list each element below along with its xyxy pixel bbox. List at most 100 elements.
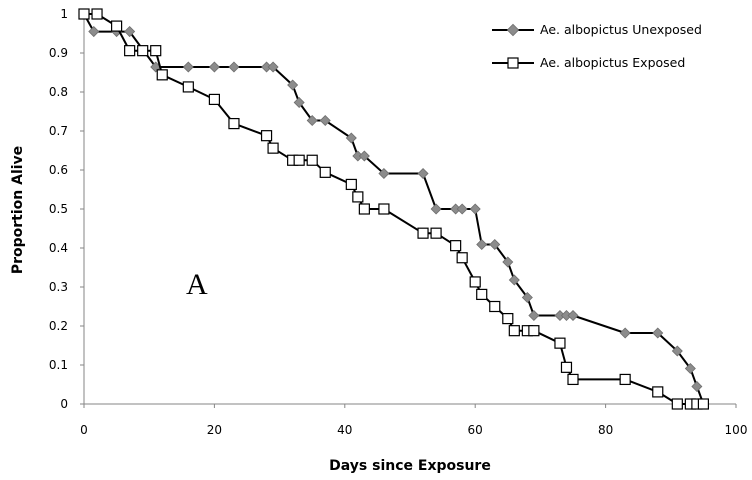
data-point-unexposed [267,61,279,73]
data-point-unexposed [319,114,331,126]
x-ticks: 0 20 40 60 80 100 [80,404,747,437]
y-axis-title: Proportion Alive [10,146,26,274]
data-point-exposed [260,130,273,142]
data-point-unexposed [417,167,429,180]
data-point-exposed [137,45,149,57]
x-tick-label: 100 [725,423,748,437]
data-point-unexposed [378,167,390,180]
legend-label-unexposed: Ae. albopictus Unexposed [540,22,702,37]
data-point-unexposed [293,97,305,109]
data-point-unexposed [691,380,703,392]
x-tick-label: 0 [80,423,88,437]
data-point-unexposed [560,309,572,321]
data-point-exposed [489,300,501,313]
data-point-exposed [567,373,579,386]
y-tick-label: 0.4 [49,241,68,255]
data-point-exposed [378,203,390,215]
legend: Ae. albopictus Unexposed Ae. albopictus … [492,22,702,70]
series-line-exposed [84,13,704,405]
x-tick-label: 40 [337,423,352,437]
panel-label: A [186,268,208,301]
data-point-unexposed [652,327,664,339]
y-tick-label: 1 [60,7,68,21]
data-point-unexposed [306,114,318,126]
data-point-exposed [78,8,90,20]
data-point-unexposed [671,345,683,357]
data-point-unexposed [287,79,299,91]
data-point-exposed [560,361,573,373]
data-point-unexposed [358,150,370,162]
data-point-unexposed [554,309,566,321]
data-point-exposed [417,227,429,239]
data-point-exposed [228,117,240,130]
series-layer [78,8,710,410]
data-point-exposed [306,154,318,166]
y-tick-label: 0.9 [49,46,68,60]
data-point-exposed [91,8,103,20]
data-point-exposed [697,398,710,410]
data-point-unexposed [450,203,462,215]
data-point-exposed [293,154,305,166]
data-point-exposed [456,252,468,264]
x-axis-title: Days since Exposure [329,458,491,474]
legend-label-exposed: Ae. albopictus Exposed [540,55,685,70]
data-point-unexposed [469,203,481,215]
data-point-exposed [528,325,540,337]
data-point-exposed [430,227,442,239]
data-point-unexposed [182,61,194,73]
data-point-exposed [508,325,520,337]
data-point-unexposed [489,238,501,251]
y-tick-label: 0.1 [49,358,68,372]
data-point-unexposed [567,309,579,321]
data-point-exposed [182,81,194,93]
data-point-unexposed [684,362,696,375]
series-line-unexposed [83,13,705,405]
data-point-unexposed [88,26,100,38]
x-tick-label: 80 [598,423,613,437]
data-point-exposed [476,288,488,301]
data-point-unexposed [619,327,631,339]
data-point-exposed [345,178,357,191]
data-point-exposed [124,45,136,57]
data-point-exposed [619,373,631,386]
data-point-exposed [110,20,123,32]
data-point-exposed [267,142,279,154]
data-point-unexposed [208,61,220,73]
data-point-exposed [156,69,168,81]
data-point-exposed [358,203,370,215]
y-tick-label: 0.5 [49,202,68,216]
data-point-unexposed [261,61,273,73]
data-point-unexposed [430,203,442,215]
data-point-exposed [469,276,481,288]
data-point-exposed [352,191,364,203]
data-point-exposed [671,398,683,410]
data-point-unexposed [476,238,488,251]
data-point-unexposed [456,203,468,215]
data-point-unexposed [124,26,136,38]
y-tick-label: 0.8 [49,85,68,99]
data-point-exposed [652,386,664,398]
legend-marker-unexposed [506,23,520,37]
y-tick-label: 0.2 [49,319,68,333]
data-point-unexposed [228,61,240,73]
series-exposed [78,8,710,410]
y-tick-label: 0.7 [49,124,68,138]
data-point-unexposed [528,309,540,321]
y-tick-label: 0 [60,397,68,411]
data-point-exposed [554,337,566,349]
data-point-exposed [450,240,462,252]
data-point-exposed [319,166,331,178]
legend-marker-exposed [507,57,519,69]
data-point-unexposed [508,274,520,286]
x-tick-label: 20 [207,423,222,437]
data-point-unexposed [521,292,533,304]
y-tick-label: 0.6 [49,163,68,177]
data-point-unexposed [345,132,357,144]
data-point-exposed [208,93,220,106]
y-ticks: 0 0.1 0.2 0.3 0.4 0.5 0.6 0.7 0.8 0.9 1 [49,7,84,411]
data-point-exposed [502,312,514,325]
data-point-unexposed [352,150,364,162]
axes [83,14,736,405]
x-tick-label: 60 [468,423,483,437]
